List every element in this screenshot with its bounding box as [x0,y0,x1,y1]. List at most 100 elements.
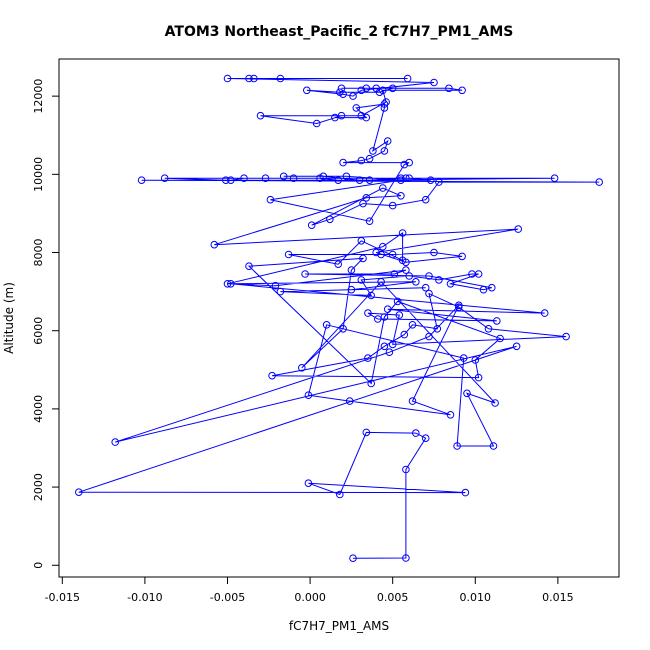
data-point [357,156,366,165]
data-point [435,276,443,284]
data-point [388,250,397,259]
data-point [359,254,367,263]
data-point [339,90,347,98]
data-point [382,98,390,106]
data-point [461,488,470,497]
x-tick-label: 0.015 [542,591,574,604]
data-point [364,309,372,317]
data-point [397,192,405,200]
data-point [357,86,366,95]
data-point [276,287,285,296]
x-tick-label: -0.005 [210,591,245,604]
data-point [459,354,468,362]
y-tick-label: 12000 [32,79,45,114]
data-point [397,176,405,184]
data-point [355,176,364,184]
data-point [379,184,387,192]
data-point [471,356,480,364]
data-point [512,342,521,351]
data-point [379,242,387,251]
data-point [289,174,298,182]
y-tick-label: 10000 [32,157,45,192]
y-tick-label: 0 [32,562,45,569]
data-point [347,285,356,294]
data-point [337,111,346,120]
data-point [383,137,392,145]
data-point [425,272,433,280]
data-point [268,371,276,380]
data-point [334,260,343,269]
data-point [514,225,523,233]
data-point [304,391,313,400]
data-point [365,176,374,184]
data-point [256,111,265,120]
data-point [245,262,253,271]
x-tick-label: -0.015 [45,591,80,604]
data-point [261,174,270,182]
data-point [496,334,504,343]
data-point [455,301,463,310]
data-point [380,100,389,108]
data-point [266,195,275,204]
data-point [446,411,455,419]
x-tick-label: 0.010 [460,591,492,604]
data-point [395,311,404,319]
data-point [489,442,498,450]
data-point [405,158,414,167]
data-point [405,272,414,280]
y-tick-label: 4000 [32,395,45,423]
data-point [222,176,230,184]
x-axis: -0.015 -0.010 -0.005 0.000 0.005 0.010 0.015 [45,576,574,604]
data-point [279,172,288,181]
data-point [488,283,496,292]
data-point [319,172,328,181]
data-point [352,104,361,112]
data-point [339,158,347,167]
data-point [398,229,407,237]
data-point [484,325,493,333]
data-point [405,174,414,182]
y-axis: 0 2000 4000 6000 8000 10000 12000 [32,79,60,569]
y-tick-label: 8000 [32,239,45,267]
data-point [349,554,357,563]
x-tick-label: 0.005 [377,591,409,604]
data-point [227,176,235,184]
x-axis-label: fC7H7_PM1_AMS [289,619,389,633]
data-point [435,178,443,186]
data-point [374,315,382,323]
data-point [430,78,438,87]
data-point [421,195,430,204]
data-point [364,354,372,362]
data-point [357,237,366,245]
data-point [421,434,430,443]
data-point [276,74,285,83]
data-point [345,397,354,405]
data-point [367,379,376,388]
data-point [245,74,253,83]
data-point [479,285,488,294]
data-point [160,174,169,182]
data-point [365,217,374,225]
data-point [380,313,389,321]
data-point [388,84,397,93]
data-point [271,281,280,290]
data-point [298,364,306,372]
data-point [359,199,367,208]
data-point [458,252,466,261]
data-point [445,84,453,93]
y-tick-label: 2000 [32,473,45,501]
data-point [425,289,433,298]
data-point [474,270,483,278]
data-point [402,258,410,267]
data-point [240,174,248,182]
data-point [304,479,313,488]
data-point [385,348,394,357]
data-point [388,340,397,349]
data-point [446,280,455,288]
data-point [430,248,438,257]
data-point [331,113,339,122]
data-point [349,92,357,100]
series-line [78,78,600,559]
data-series [75,74,604,563]
